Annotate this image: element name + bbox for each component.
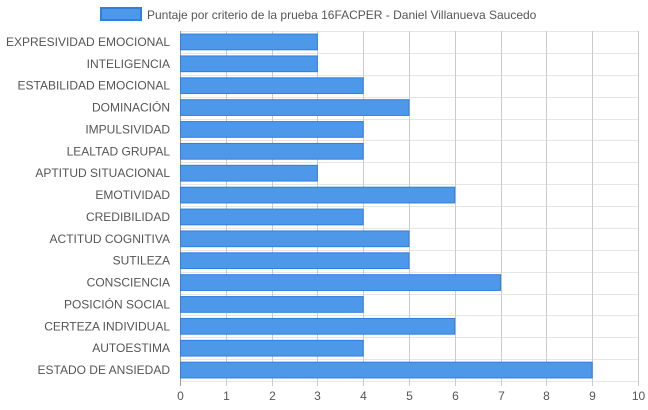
legend[interactable]: Puntaje por criterio de la prueba 16FACP… — [100, 7, 537, 22]
category-label: APTITUD SITUACIONAL — [35, 166, 170, 180]
x-tick-label: 3 — [314, 389, 321, 403]
bar[interactable] — [180, 121, 364, 138]
category-label: CONSCIENCIA — [87, 276, 170, 290]
category-label: INTELIGENCIA — [87, 57, 170, 71]
x-tick-label: 7 — [498, 389, 505, 403]
bar[interactable] — [180, 317, 456, 335]
x-axis-ticks: 0 1 2 3 4 5 6 7 8 9 10 — [177, 389, 645, 403]
bar[interactable] — [180, 55, 318, 73]
category-label: DOMINACIÓN — [92, 100, 170, 115]
category-label: EMOTIVIDAD — [95, 188, 170, 202]
x-tick-label: 8 — [543, 389, 550, 403]
bar[interactable] — [180, 339, 364, 357]
category-label: IMPULSIVIDAD — [85, 122, 170, 136]
x-tick-label: 6 — [452, 389, 459, 403]
x-tick-label: 0 — [177, 389, 184, 403]
x-tick-label: 4 — [360, 389, 367, 403]
category-label: ACTITUD COGNITIVA — [50, 232, 170, 246]
bar[interactable] — [180, 274, 502, 291]
bar[interactable] — [180, 77, 364, 95]
x-tick-label: 2 — [269, 389, 276, 403]
category-label: POSICIÓN SOCIAL — [64, 296, 170, 311]
category-label: AUTOESTIMA — [92, 341, 170, 355]
category-label: LEALTAD GRUPAL — [67, 144, 171, 158]
bar[interactable] — [180, 230, 410, 248]
legend-swatch — [100, 7, 142, 21]
category-label: EXPRESIVIDAD EMOCIONAL — [6, 35, 170, 49]
bars — [180, 33, 593, 379]
bar[interactable] — [180, 99, 410, 116]
category-label: ESTADO DE ANSIEDAD — [38, 363, 171, 377]
category-labels: EXPRESIVIDAD EMOCIONAL INTELIGENCIA ESTABI… — [6, 35, 170, 377]
category-label: SUTILEZA — [113, 254, 170, 268]
bar[interactable] — [180, 142, 364, 160]
bar[interactable] — [180, 164, 318, 182]
bar[interactable] — [180, 361, 593, 379]
bar[interactable] — [180, 186, 456, 204]
category-label: ESTABILIDAD EMOCIONAL — [18, 79, 171, 93]
x-tick-label: 5 — [406, 389, 413, 403]
x-tick-label: 10 — [632, 389, 646, 403]
bar[interactable] — [180, 252, 410, 270]
category-label: CREDIBILIDAD — [86, 210, 170, 224]
bar[interactable] — [180, 33, 318, 51]
bar[interactable] — [180, 296, 364, 313]
x-tick-label: 1 — [223, 389, 230, 403]
category-label: CERTEZA INDIVIDUAL — [44, 319, 170, 333]
legend-label: Puntaje por criterio de la prueba 16FACP… — [147, 8, 537, 22]
x-tick-label: 9 — [589, 389, 596, 403]
bar[interactable] — [180, 208, 364, 226]
